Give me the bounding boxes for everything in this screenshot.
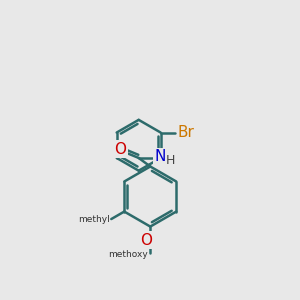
Text: O: O (114, 142, 126, 157)
Text: methoxy: methoxy (108, 250, 148, 259)
Text: N: N (155, 149, 166, 164)
Text: H: H (166, 154, 175, 167)
Text: O: O (140, 233, 152, 248)
Text: Br: Br (177, 125, 194, 140)
Text: methyl: methyl (78, 214, 110, 224)
